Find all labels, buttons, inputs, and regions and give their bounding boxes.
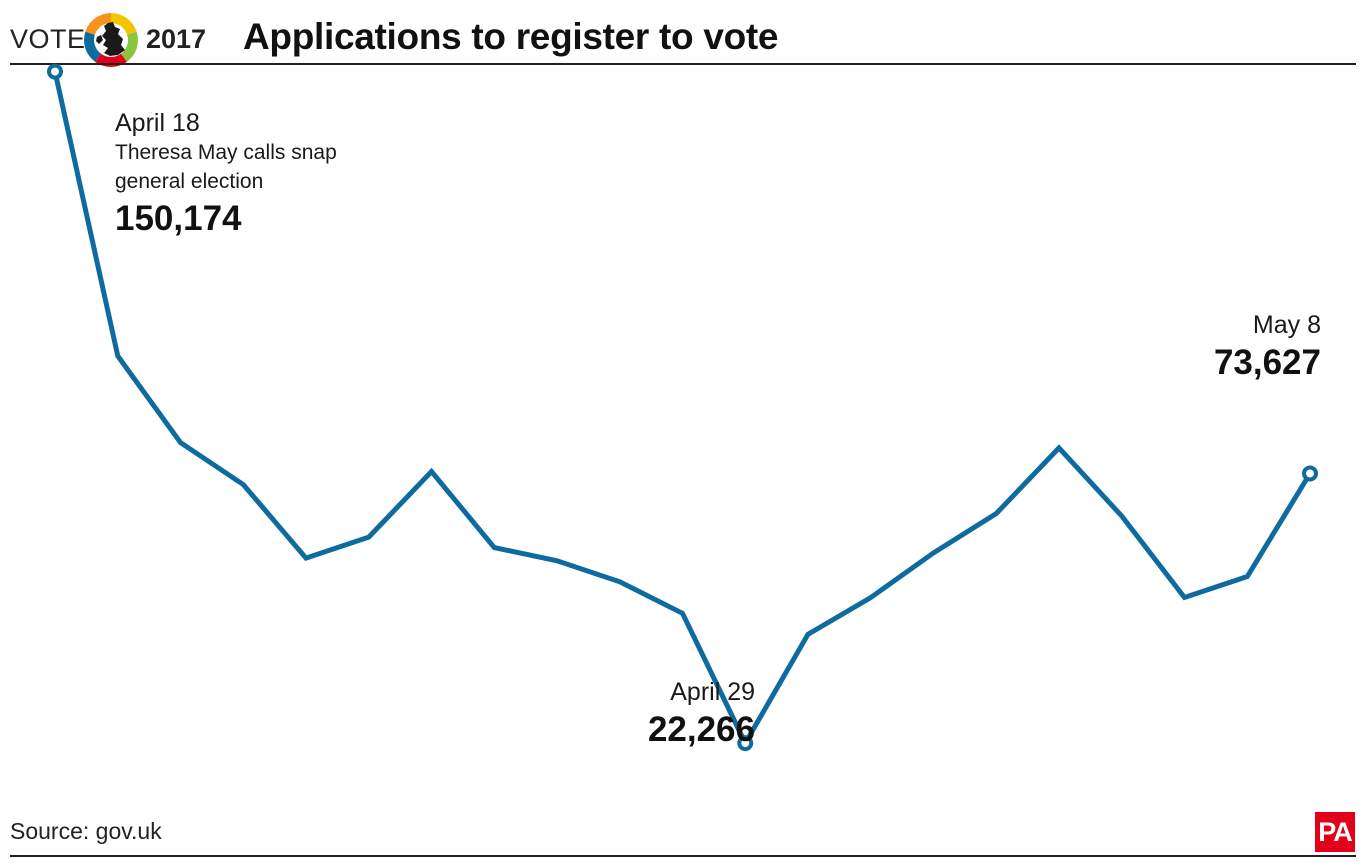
series-line (52, 71, 1313, 749)
annotation-minimum-value: 22,266 (647, 710, 755, 749)
chart-header: VOTE 2017 Applications to register to vo… (10, 8, 1356, 67)
pa-logo-icon: PA (1315, 812, 1355, 852)
bottom-divider (10, 855, 1356, 857)
annotation-end-value: 73,627 (1213, 343, 1321, 382)
annotation-end-date: May 8 (1252, 311, 1321, 339)
page-title: Applications to register to vote (243, 16, 779, 57)
brand-year-text: 2017 (146, 24, 207, 54)
annotation-start-value: 150,174 (115, 199, 242, 238)
data-point-marker-2 (1302, 465, 1318, 482)
annotation-minimum: April 29 22,266 (600, 677, 755, 751)
vote-2017-logo-icon (84, 13, 138, 67)
top-divider (10, 63, 1356, 65)
data-point-marker-0 (47, 63, 63, 80)
source-note: Source: gov.uk (10, 818, 162, 844)
data-point-marker-1 (737, 735, 754, 752)
annotation-start: April 18 Theresa May calls snap general … (115, 108, 405, 240)
annotation-start-date: April 18 (115, 109, 200, 137)
brand-vote-text: VOTE (10, 24, 86, 54)
annotation-end: May 8 73,627 (1150, 310, 1321, 384)
annotation-minimum-date: April 29 (670, 678, 755, 706)
annotation-start-note: Theresa May calls snap general election (115, 141, 337, 193)
